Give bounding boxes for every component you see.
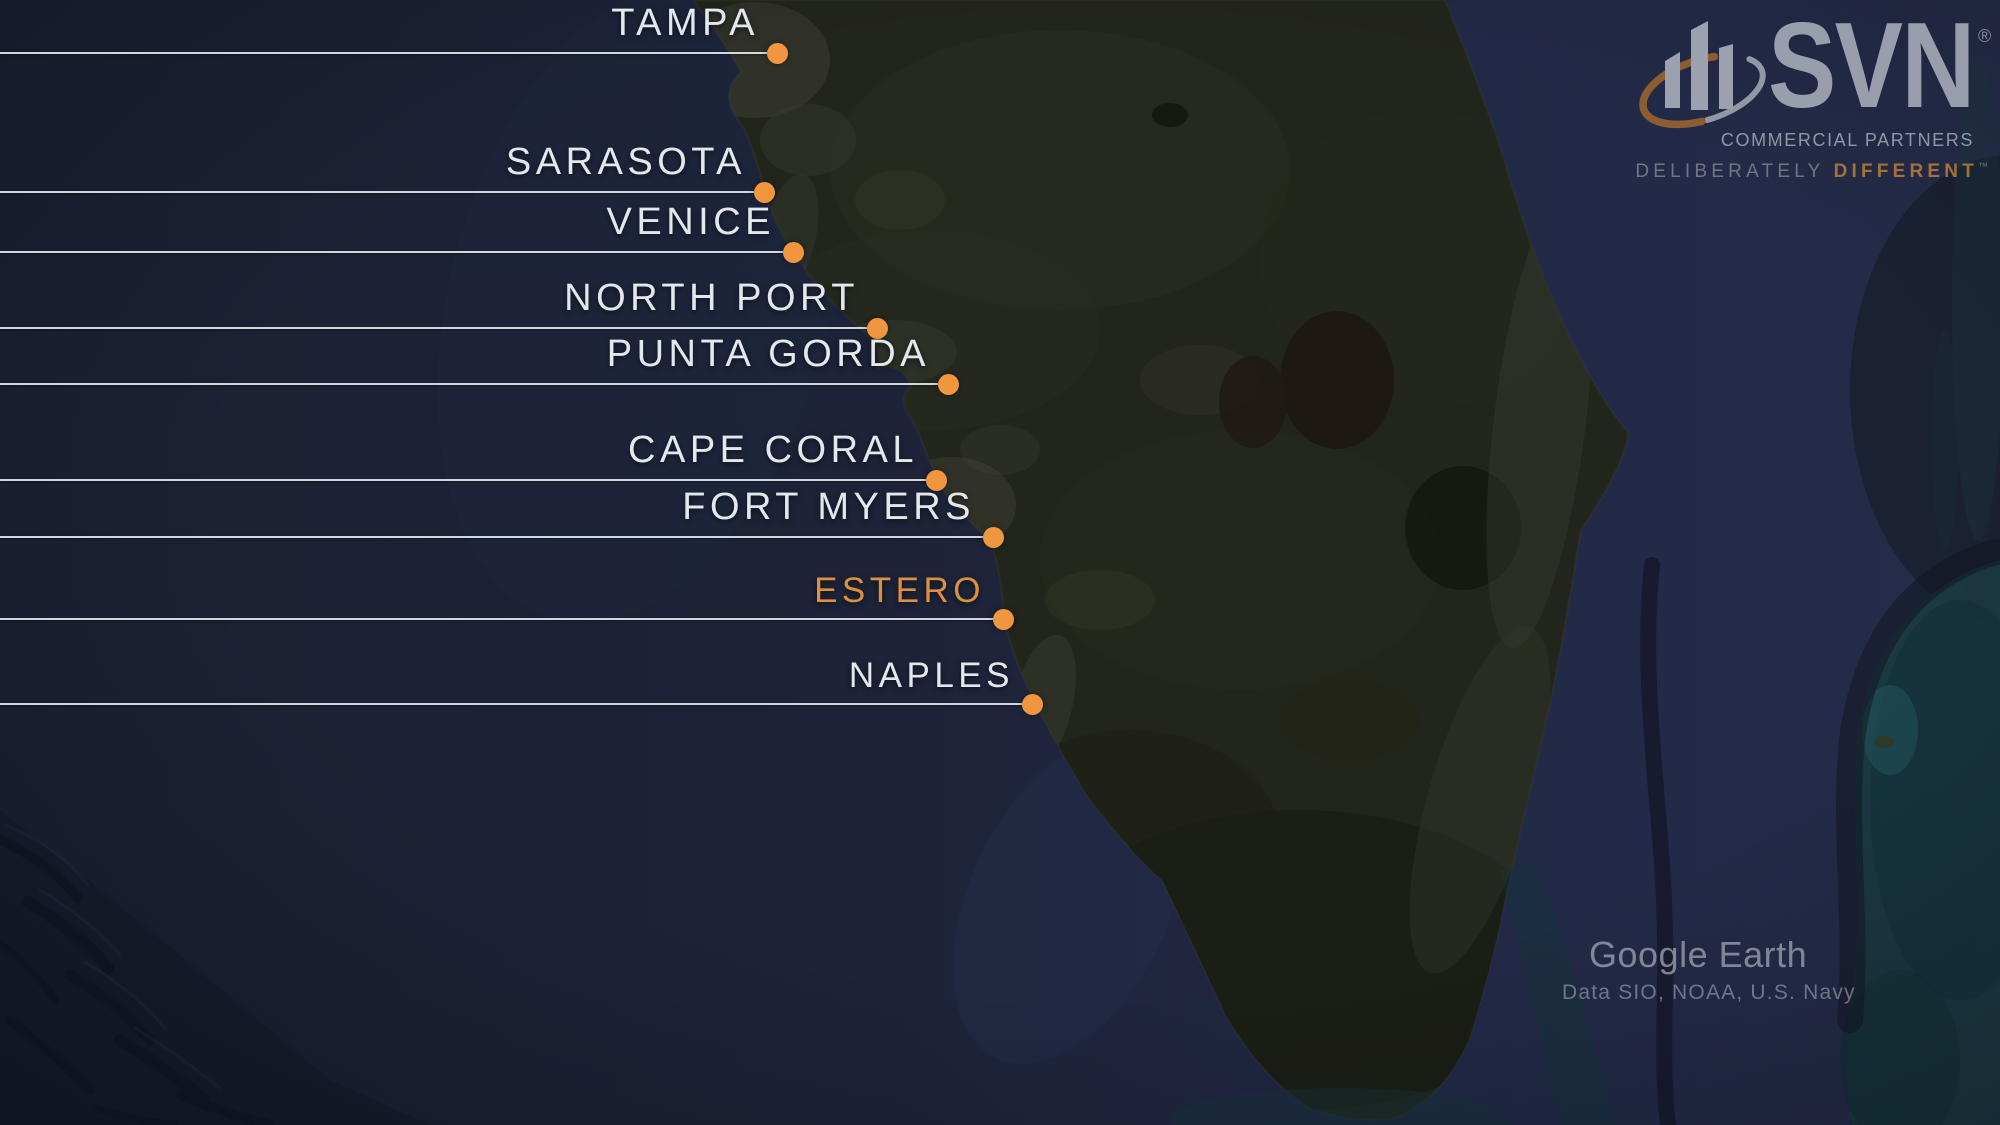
city-label: FORT MYERS <box>682 486 975 528</box>
leader-line <box>0 703 1022 705</box>
data-attribution: Data SIO, NOAA, U.S. Navy <box>1562 981 1856 1004</box>
gulf-shelf <box>0 810 430 1125</box>
trademark-mark: ™ <box>1978 161 1988 173</box>
city-label: VENICE <box>606 201 775 243</box>
leader-line <box>0 383 938 385</box>
city-label: ESTERO <box>814 571 985 610</box>
city-dot <box>1021 693 1043 715</box>
leader-line <box>0 479 926 481</box>
leader-line <box>0 251 783 253</box>
city-dot <box>937 373 959 395</box>
svn-logo: SVN ® COMMERCIAL PARTNERS DELIBERATELY D… <box>1620 0 2000 200</box>
city-label: CAPE CORAL <box>628 429 918 471</box>
city-label: SARASOTA <box>505 141 746 183</box>
tagline-deliberately: DELIBERATELY <box>1635 161 1834 182</box>
leader-line <box>0 618 993 620</box>
leader-line <box>0 536 983 538</box>
city-dot <box>982 526 1004 548</box>
city-label: NORTH PORT <box>564 277 859 319</box>
tagline-different: DIFFERENT <box>1833 161 1978 182</box>
city-dot <box>766 42 788 64</box>
atlantic-basin <box>1850 155 2000 625</box>
registered-mark: ® <box>1978 26 1992 46</box>
logo-tagline: DELIBERATELY DIFFERENT™ <box>1635 161 1988 183</box>
google-earth-watermark: Google Earth <box>1589 934 1808 975</box>
leader-line <box>0 327 867 329</box>
svn-wordmark: SVN <box>1768 0 1975 133</box>
city-dot <box>992 608 1014 630</box>
city-dot <box>866 317 888 339</box>
city-dot <box>925 469 947 491</box>
leader-line <box>0 191 754 193</box>
city-dot <box>782 241 804 263</box>
city-label: PUNTA GORDA <box>606 333 930 375</box>
logo-subtitle: COMMERCIAL PARTNERS <box>1720 130 1974 150</box>
leader-line <box>0 52 767 54</box>
city-dot <box>753 181 775 203</box>
lake-okeechobee <box>1280 311 1394 449</box>
city-label: NAPLES <box>848 656 1014 695</box>
city-label: TAMPA <box>611 2 759 44</box>
svn-buildings-icon <box>1639 21 1766 129</box>
